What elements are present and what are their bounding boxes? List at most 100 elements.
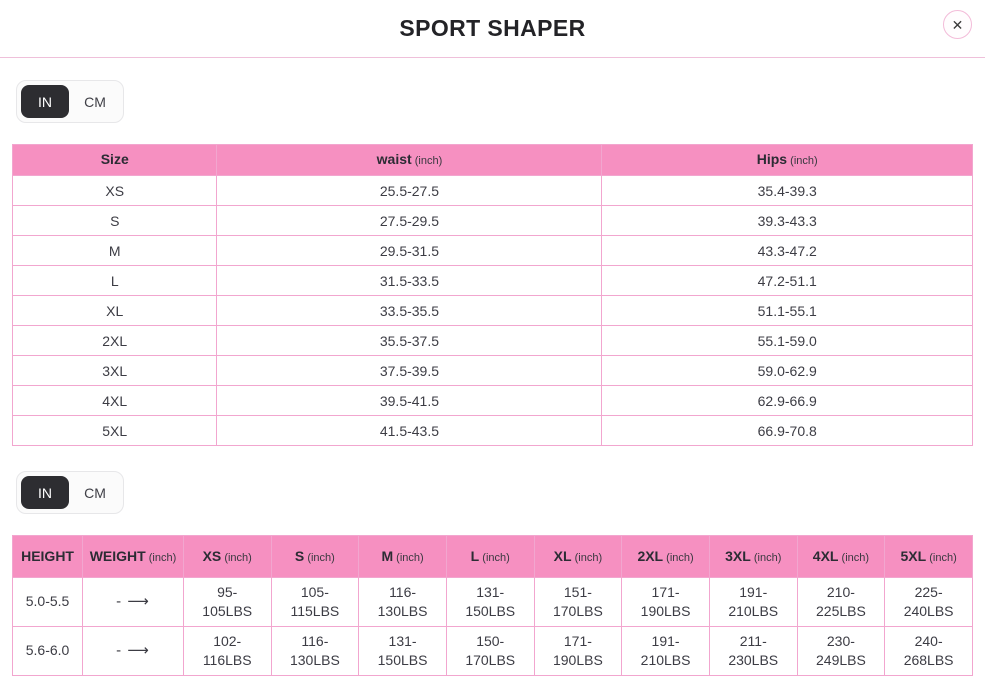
- table-cell: 150- 170LBS: [445, 625, 535, 676]
- table-cell: 43.3-47.2: [601, 235, 973, 266]
- column-label: XL: [553, 547, 572, 564]
- column-label: M: [381, 547, 394, 564]
- column-unit: (inch): [393, 551, 424, 564]
- table-cell: 55.1-59.0: [601, 325, 973, 356]
- table-cell: 66.9-70.8: [601, 415, 973, 446]
- table-cell: 3XL: [11, 355, 218, 386]
- table-cell: 27.5-29.5: [216, 205, 603, 236]
- column-header: WEIGHT (inch): [82, 535, 184, 578]
- table-cell: L: [11, 265, 218, 296]
- table-cell: 210- 225LBS: [796, 577, 886, 627]
- table-cell: 47.2-51.1: [601, 265, 973, 296]
- column-label: Size: [100, 151, 129, 167]
- column-unit: (inch): [663, 551, 694, 564]
- table-row: 5.0-5.5- ⟶ 95- 105LBS 105- 115LBS 116- 130L…: [11, 577, 973, 627]
- table-cell: 5.0-5.5: [11, 577, 84, 627]
- column-header: S (inch): [270, 535, 360, 578]
- unit-toggle-cm[interactable]: CM: [71, 85, 119, 118]
- table-cell: 225- 240LBS: [884, 577, 973, 627]
- table-row: 3XL 37.5-39.5 59.0-62.9: [11, 355, 973, 386]
- table-cell: 211- 230LBS: [708, 625, 798, 676]
- column-label: 3XL: [725, 547, 751, 564]
- modal-header: SPORT SHAPER ✕: [0, 0, 985, 58]
- unit-toggle-in[interactable]: IN: [21, 85, 69, 118]
- column-header: Hips (inch): [601, 144, 973, 176]
- table-cell: 37.5-39.5: [216, 355, 603, 386]
- unit-toggle-in[interactable]: IN: [21, 476, 69, 509]
- table-cell: 191- 210LBS: [708, 577, 798, 627]
- column-header: M (inch): [358, 535, 447, 578]
- table-row: 5XL 41.5-43.5 66.9-70.8: [11, 415, 973, 446]
- table-cell: 5XL: [11, 415, 218, 446]
- table-cell: 191- 210LBS: [621, 625, 710, 676]
- table-row: S 27.5-29.5 39.3-43.3: [11, 205, 973, 236]
- table-cell: 171- 190LBS: [533, 625, 623, 676]
- column-label: 2XL: [637, 547, 664, 564]
- table-row: 2XL 35.5-37.5 55.1-59.0: [11, 325, 973, 356]
- table-cell: 116- 130LBS: [358, 577, 447, 627]
- right-arrow-icon: - ⟶: [82, 625, 184, 676]
- table-row: M 29.5-31.5 43.3-47.2: [11, 235, 973, 266]
- table-cell: 39.5-41.5: [216, 385, 603, 416]
- table-cell: 2XL: [11, 325, 218, 356]
- table-cell: XL: [11, 295, 218, 326]
- column-header: XS (inch): [182, 535, 272, 578]
- table-header-row: HEIGHT WEIGHT (inch) XS (inch) S (inch) M (i…: [11, 535, 973, 578]
- column-header: HEIGHT: [11, 535, 84, 578]
- unit-toggle-cm[interactable]: CM: [71, 476, 119, 509]
- column-unit: (inch): [750, 551, 782, 564]
- table-row: L 31.5-33.5 47.2-51.1: [11, 265, 973, 296]
- table-cell: 240- 268LBS: [884, 625, 973, 676]
- table-cell: 131- 150LBS: [358, 625, 447, 676]
- column-label: WEIGHT: [89, 547, 146, 564]
- column-label: Hips: [756, 151, 788, 167]
- column-unit: (inch): [304, 551, 335, 564]
- column-unit: (inch): [926, 551, 957, 564]
- close-button[interactable]: ✕: [943, 10, 972, 39]
- table-row: 5.6-6.0- ⟶ 102- 116LBS 116- 130LBS 131- 150…: [11, 625, 973, 676]
- table-cell: 95- 105LBS: [182, 577, 272, 627]
- table-cell: S: [11, 205, 218, 236]
- column-unit: (inch): [571, 551, 603, 564]
- column-label: S: [294, 547, 305, 564]
- column-unit: (inch): [479, 551, 510, 564]
- column-label: 4XL: [812, 547, 839, 564]
- column-header: 3XL (inch): [708, 535, 798, 578]
- column-label: XS: [202, 547, 222, 564]
- column-label: HEIGHT: [21, 547, 74, 564]
- size-measurement-table: Size waist (inch) Hips (inch) XS 25.5-27.5 35…: [11, 144, 973, 446]
- table-cell: 35.5-37.5: [216, 325, 603, 356]
- unit-toggle-size-table: IN CM: [16, 80, 124, 123]
- column-unit: (inch): [838, 551, 870, 564]
- table-cell: 102- 116LBS: [182, 625, 272, 676]
- table-cell: 41.5-43.5: [216, 415, 603, 446]
- table-cell: 5.6-6.0: [11, 625, 84, 676]
- column-unit: (inch): [411, 155, 443, 167]
- column-label: L: [470, 547, 480, 564]
- column-header: 2XL (inch): [621, 535, 710, 578]
- right-arrow-icon: - ⟶: [82, 577, 184, 627]
- table-cell: 59.0-62.9: [601, 355, 973, 386]
- column-header: 4XL (inch): [796, 535, 886, 578]
- unit-toggle-weight-table: IN CM: [16, 471, 124, 514]
- table-row: 4XL 39.5-41.5 62.9-66.9: [11, 385, 973, 416]
- table-cell: 116- 130LBS: [270, 625, 360, 676]
- column-header: L (inch): [445, 535, 535, 578]
- column-label: 5XL: [900, 547, 927, 564]
- column-header: waist (inch): [216, 144, 603, 176]
- table-cell: 33.5-35.5: [216, 295, 603, 326]
- column-unit: (inch): [787, 155, 818, 167]
- table-cell: 131- 150LBS: [445, 577, 535, 627]
- table-row: XL 33.5-35.5 51.1-55.1: [11, 295, 973, 326]
- table-header-row: Size waist (inch) Hips (inch): [11, 144, 973, 176]
- column-header: Size: [11, 144, 218, 176]
- page-title: SPORT SHAPER: [399, 15, 586, 41]
- table-cell: 151- 170LBS: [533, 577, 623, 627]
- table-cell: 35.4-39.3: [601, 175, 973, 206]
- table-cell: 4XL: [11, 385, 218, 416]
- column-label: waist: [376, 151, 412, 167]
- table-cell: 51.1-55.1: [601, 295, 973, 326]
- table-cell: 230- 249LBS: [796, 625, 886, 676]
- table-cell: 31.5-33.5: [216, 265, 603, 296]
- table-cell: 105- 115LBS: [270, 577, 360, 627]
